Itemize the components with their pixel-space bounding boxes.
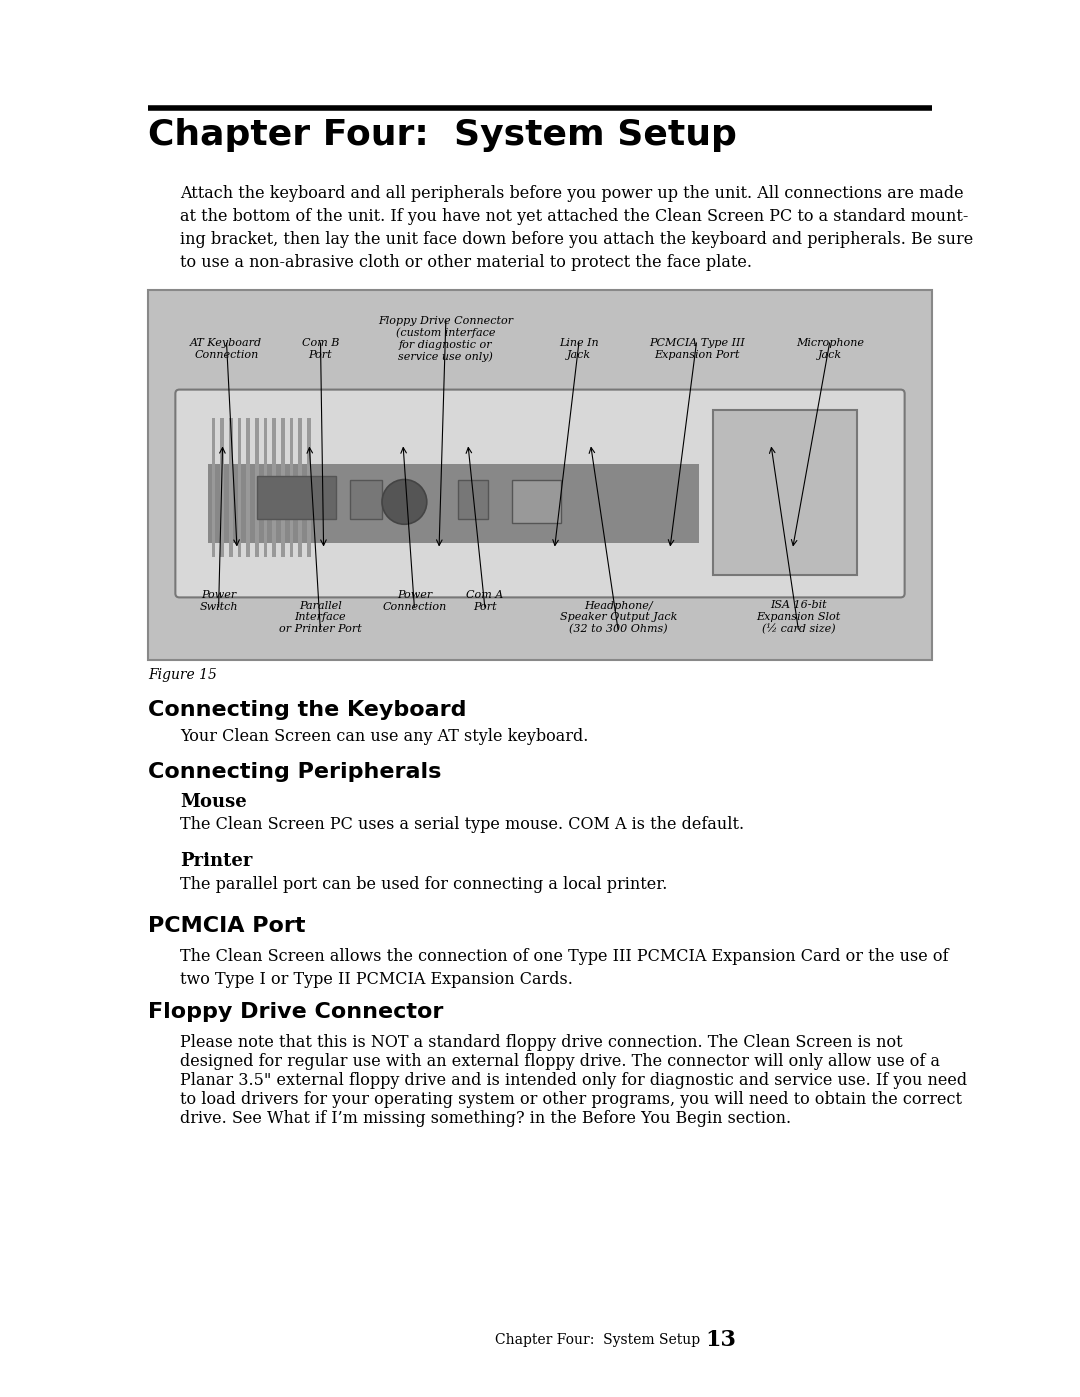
Bar: [307, 418, 311, 557]
Text: Floppy Drive Connector
(custom interface
for diagnostic or
service use only): Floppy Drive Connector (custom interface…: [378, 316, 513, 362]
Bar: [238, 418, 242, 557]
Bar: [212, 418, 215, 557]
Bar: [229, 418, 232, 557]
Bar: [298, 418, 302, 557]
Text: Headphone/
Speaker Output Jack
(32 to 300 Ohms): Headphone/ Speaker Output Jack (32 to 30…: [559, 601, 677, 634]
Text: Com B
Port: Com B Port: [301, 338, 339, 359]
Text: Your Clean Screen can use any AT style keyboard.: Your Clean Screen can use any AT style k…: [180, 728, 589, 745]
Text: designed for regular use with an external floppy drive. The connector will only : designed for regular use with an externa…: [180, 1053, 940, 1070]
Text: Chapter Four:  System Setup: Chapter Four: System Setup: [495, 1333, 700, 1347]
FancyBboxPatch shape: [713, 409, 858, 576]
Bar: [148, 291, 932, 659]
Text: Please note that this is NOT a standard floppy drive connection. The Clean Scree: Please note that this is NOT a standard …: [180, 1034, 903, 1051]
Text: ISA 16-bit
Expansion Slot
(½ card size): ISA 16-bit Expansion Slot (½ card size): [757, 601, 841, 634]
Bar: [289, 418, 294, 557]
Bar: [272, 418, 276, 557]
Bar: [765, 418, 770, 557]
Text: Power
Switch: Power Switch: [200, 591, 238, 612]
Text: The parallel port can be used for connecting a local printer.: The parallel port can be used for connec…: [180, 876, 667, 893]
Bar: [752, 418, 757, 557]
Text: Connecting Peripherals: Connecting Peripherals: [148, 761, 442, 782]
Bar: [255, 418, 259, 557]
Text: Figure 15: Figure 15: [148, 668, 217, 682]
Text: Power
Connection: Power Connection: [382, 591, 447, 612]
Text: to load drivers for your operating system or other programs, you will need to ob: to load drivers for your operating syste…: [180, 1091, 962, 1108]
Text: Connecting the Keyboard: Connecting the Keyboard: [148, 700, 467, 719]
Bar: [208, 464, 699, 543]
Text: Com A
Port: Com A Port: [467, 591, 503, 612]
Text: Parallel
Interface
or Printer Port: Parallel Interface or Printer Port: [279, 601, 362, 634]
Text: 13: 13: [705, 1329, 735, 1351]
Text: Planar 3.5" external floppy drive and is intended only for diagnostic and servic: Planar 3.5" external floppy drive and is…: [180, 1071, 967, 1090]
FancyBboxPatch shape: [350, 479, 382, 520]
Bar: [264, 418, 268, 557]
Bar: [246, 418, 251, 557]
Bar: [778, 418, 783, 557]
Text: Printer: Printer: [180, 852, 253, 870]
Circle shape: [382, 479, 427, 524]
FancyBboxPatch shape: [175, 390, 905, 598]
Text: drive. See What if I’m missing something? in the Before You Begin section.: drive. See What if I’m missing something…: [180, 1111, 792, 1127]
FancyBboxPatch shape: [512, 479, 562, 524]
Text: Microphone
Jack: Microphone Jack: [796, 338, 864, 359]
Text: Line In
Jack: Line In Jack: [559, 338, 599, 359]
Text: PCMCIA Type III
Expansion Port: PCMCIA Type III Expansion Port: [649, 338, 745, 359]
Text: Mouse: Mouse: [180, 793, 246, 812]
Bar: [281, 418, 285, 557]
Text: Attach the keyboard and all peripherals before you power up the unit. All connec: Attach the keyboard and all peripherals …: [180, 184, 973, 271]
FancyBboxPatch shape: [257, 475, 336, 520]
Text: The Clean Screen PC uses a serial type mouse. COM A is the default.: The Clean Screen PC uses a serial type m…: [180, 816, 744, 833]
Text: PCMCIA Port: PCMCIA Port: [148, 916, 306, 936]
Bar: [791, 418, 796, 557]
Text: AT Keyboard
Connection: AT Keyboard Connection: [190, 338, 262, 359]
Text: Chapter Four:  System Setup: Chapter Four: System Setup: [148, 117, 737, 152]
FancyBboxPatch shape: [458, 479, 488, 520]
Bar: [739, 418, 744, 557]
Bar: [220, 418, 224, 557]
Text: Floppy Drive Connector: Floppy Drive Connector: [148, 1002, 444, 1023]
Text: The Clean Screen allows the connection of one Type III PCMCIA Expansion Card or : The Clean Screen allows the connection o…: [180, 949, 948, 988]
